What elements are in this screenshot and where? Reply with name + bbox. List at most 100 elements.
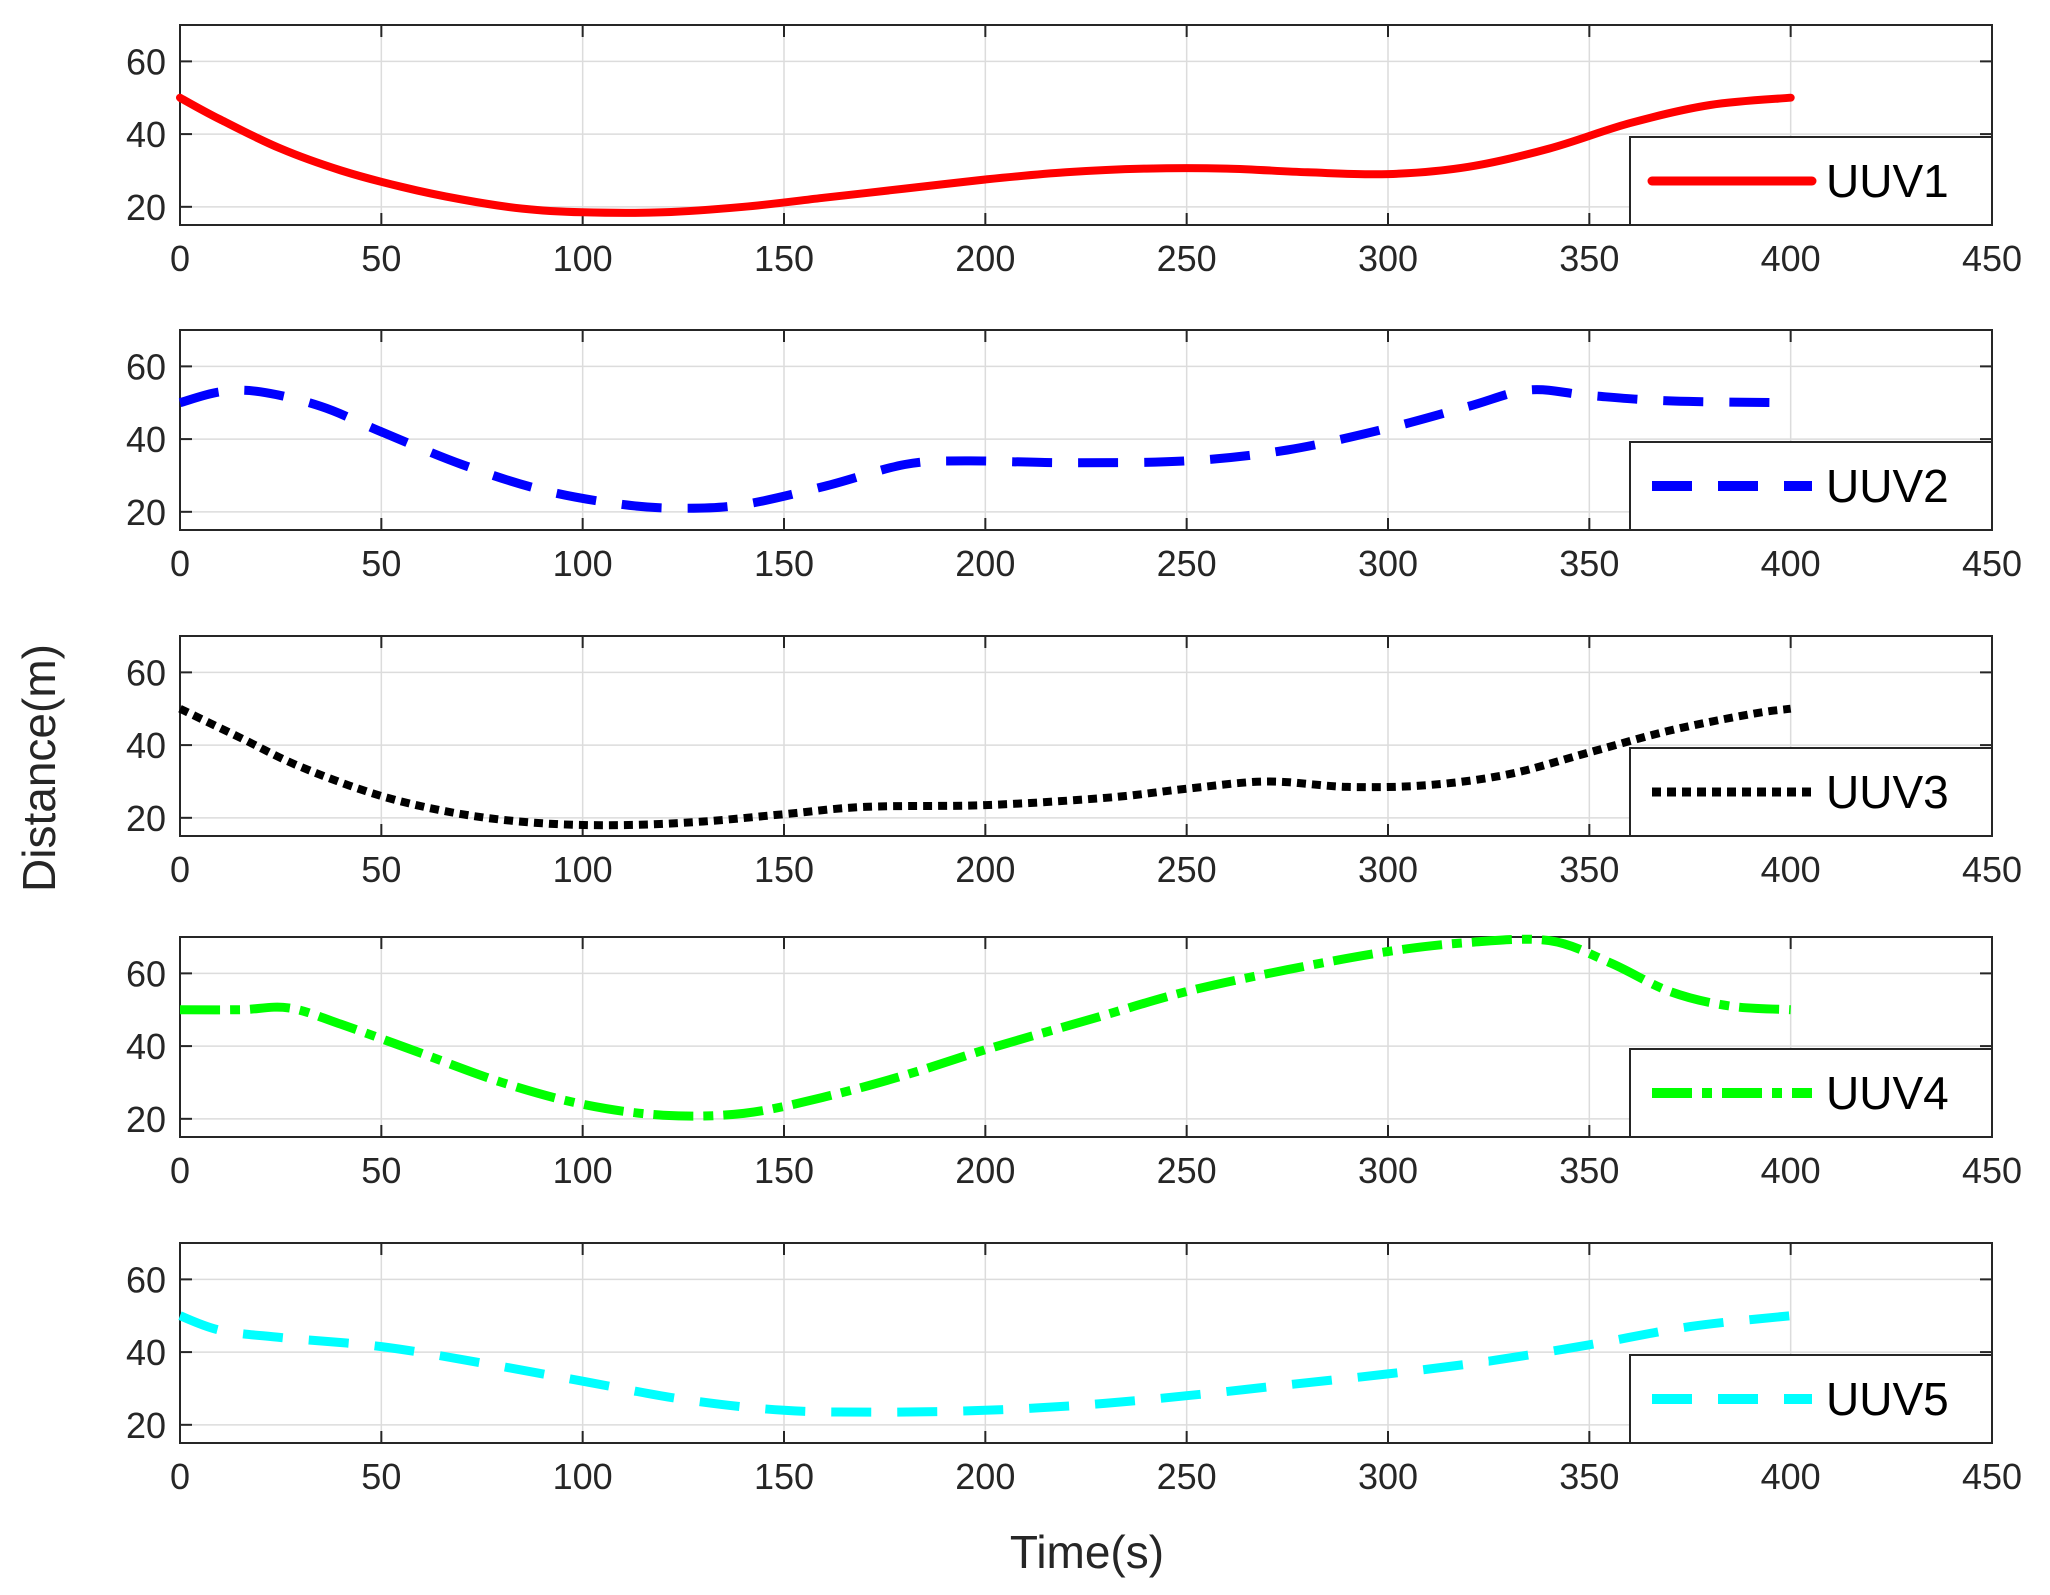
data-point bbox=[260, 391, 262, 393]
data-point bbox=[964, 460, 966, 462]
data-point bbox=[1065, 171, 1067, 173]
data-point bbox=[1669, 400, 1671, 402]
series-line-uuv5 bbox=[178, 1311, 1792, 1417]
data-point bbox=[743, 206, 745, 208]
x-tick-label: 0 bbox=[170, 1456, 190, 1497]
subplot-2: 0 50 100 150 200 250 300 350 400 450 20 40 60 UUV2 bbox=[126, 329, 2022, 584]
subplot-4: 0 50 100 150 200 250 300 350 400 450 20 40 60 UUV4 bbox=[126, 934, 2022, 1191]
data-point bbox=[1387, 427, 1389, 429]
data-point bbox=[823, 197, 825, 199]
data-point bbox=[179, 1009, 181, 1011]
y-tick-label: 20 bbox=[126, 798, 166, 839]
data-point bbox=[984, 804, 986, 806]
x-tick-label: 0 bbox=[170, 849, 190, 890]
data-point bbox=[1488, 1360, 1490, 1362]
x-tick-label: 350 bbox=[1559, 1150, 1619, 1191]
axes-frame bbox=[179, 24, 1993, 226]
data-point bbox=[421, 1052, 423, 1054]
data-point bbox=[179, 402, 181, 404]
data-point bbox=[541, 822, 543, 824]
data-point bbox=[1186, 991, 1188, 993]
x-tick-label: 200 bbox=[955, 849, 1015, 890]
x-tick-label: 450 bbox=[1962, 1456, 2022, 1497]
legend-label-uuv2: UUV2 bbox=[1826, 460, 1949, 512]
data-point bbox=[541, 489, 543, 491]
data-point bbox=[622, 504, 624, 506]
x-tick-label: 0 bbox=[170, 543, 190, 584]
x-tick-label: 50 bbox=[361, 1150, 401, 1191]
data-point bbox=[300, 766, 302, 768]
data-point bbox=[1669, 730, 1671, 732]
y-tick-label: 40 bbox=[126, 1332, 166, 1373]
data-point bbox=[622, 824, 624, 826]
y-tick-label: 60 bbox=[126, 346, 166, 387]
data-point bbox=[682, 1398, 684, 1400]
x-tick-label: 50 bbox=[361, 1456, 401, 1497]
data-point bbox=[1608, 961, 1610, 963]
x-tick-label: 450 bbox=[1962, 238, 2022, 279]
y-tick-label: 60 bbox=[126, 1259, 166, 1300]
data-point bbox=[320, 405, 322, 407]
data-point bbox=[1468, 941, 1470, 943]
data-point bbox=[219, 119, 221, 121]
data-point bbox=[461, 199, 463, 201]
y-tick-label: 60 bbox=[126, 953, 166, 994]
data-point bbox=[1749, 713, 1751, 715]
data-point bbox=[1468, 166, 1470, 168]
data-point bbox=[288, 1007, 290, 1009]
data-point bbox=[1790, 97, 1792, 99]
data-point bbox=[1468, 405, 1470, 407]
data-point bbox=[219, 1329, 221, 1331]
x-tick-label: 200 bbox=[955, 1150, 1015, 1191]
data-point bbox=[984, 179, 986, 181]
data-point bbox=[864, 806, 866, 808]
data-point bbox=[823, 485, 825, 487]
data-point bbox=[1548, 940, 1550, 942]
data-point bbox=[179, 708, 181, 710]
x-tick-label: 150 bbox=[754, 1456, 814, 1497]
x-tick-label: 400 bbox=[1761, 1456, 1821, 1497]
data-point bbox=[904, 1074, 906, 1076]
data-point bbox=[904, 188, 906, 190]
x-tick-label: 400 bbox=[1761, 238, 1821, 279]
data-point bbox=[823, 1096, 825, 1098]
data-point bbox=[380, 795, 382, 797]
legend: UUV4 bbox=[1629, 1048, 1993, 1138]
x-tick-label: 250 bbox=[1157, 543, 1217, 584]
x-tick-label: 400 bbox=[1761, 1150, 1821, 1191]
data-point bbox=[179, 1315, 181, 1317]
data-point bbox=[984, 1049, 986, 1051]
data-point bbox=[340, 169, 342, 171]
y-tick-label: 40 bbox=[126, 725, 166, 766]
data-point bbox=[481, 1362, 483, 1364]
x-tick-label: 400 bbox=[1761, 543, 1821, 584]
x-tick-label: 100 bbox=[553, 849, 613, 890]
series-line-uuv4 bbox=[179, 934, 1791, 1121]
data-point bbox=[1588, 394, 1590, 396]
data-point bbox=[662, 211, 664, 213]
data-point bbox=[1790, 1315, 1792, 1317]
data-point bbox=[1669, 991, 1671, 993]
data-point bbox=[1729, 1005, 1731, 1007]
data-point bbox=[582, 211, 584, 213]
data-point bbox=[1548, 148, 1550, 150]
data-point bbox=[783, 1409, 785, 1411]
data-point bbox=[783, 813, 785, 815]
data-point bbox=[1790, 402, 1792, 404]
subplot-5: 0 50 100 150 200 250 300 350 400 450 20 40 60 UUV5 bbox=[126, 1242, 2022, 1497]
x-tick-label: 300 bbox=[1358, 849, 1418, 890]
data-point bbox=[1347, 786, 1349, 788]
y-tick-label: 60 bbox=[126, 41, 166, 82]
data-point bbox=[1085, 1020, 1087, 1022]
data-point bbox=[904, 464, 906, 466]
data-point bbox=[1629, 122, 1631, 124]
legend: UUV5 bbox=[1629, 1354, 1993, 1444]
x-tick-label: 250 bbox=[1157, 1456, 1217, 1497]
data-point bbox=[1508, 773, 1510, 775]
data-point bbox=[1145, 168, 1147, 170]
x-tick-label: 400 bbox=[1761, 849, 1821, 890]
data-point bbox=[1226, 168, 1228, 170]
data-point bbox=[400, 186, 402, 188]
